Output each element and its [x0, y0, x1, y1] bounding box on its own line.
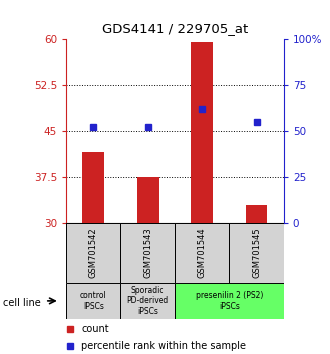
Text: cell line: cell line: [3, 298, 41, 308]
Title: GDS4141 / 229705_at: GDS4141 / 229705_at: [102, 22, 248, 35]
Bar: [175, 283, 284, 319]
Bar: [82, 153, 104, 223]
Text: count: count: [81, 324, 109, 333]
Text: Sporadic
PD-derived
iPSCs: Sporadic PD-derived iPSCs: [126, 286, 169, 316]
Bar: [66, 283, 120, 319]
Bar: [246, 205, 267, 223]
Bar: [229, 223, 284, 283]
Bar: [66, 223, 120, 283]
Bar: [120, 223, 175, 283]
Bar: [191, 42, 213, 223]
Text: GSM701543: GSM701543: [143, 228, 152, 279]
Bar: [120, 283, 175, 319]
Bar: [137, 177, 158, 223]
Bar: [175, 223, 229, 283]
Text: GSM701545: GSM701545: [252, 228, 261, 279]
Text: presenilin 2 (PS2)
iPSCs: presenilin 2 (PS2) iPSCs: [196, 291, 263, 310]
Text: control
IPSCs: control IPSCs: [80, 291, 107, 310]
Text: GSM701544: GSM701544: [198, 228, 207, 279]
Text: GSM701542: GSM701542: [89, 228, 98, 279]
Text: percentile rank within the sample: percentile rank within the sample: [81, 341, 246, 351]
